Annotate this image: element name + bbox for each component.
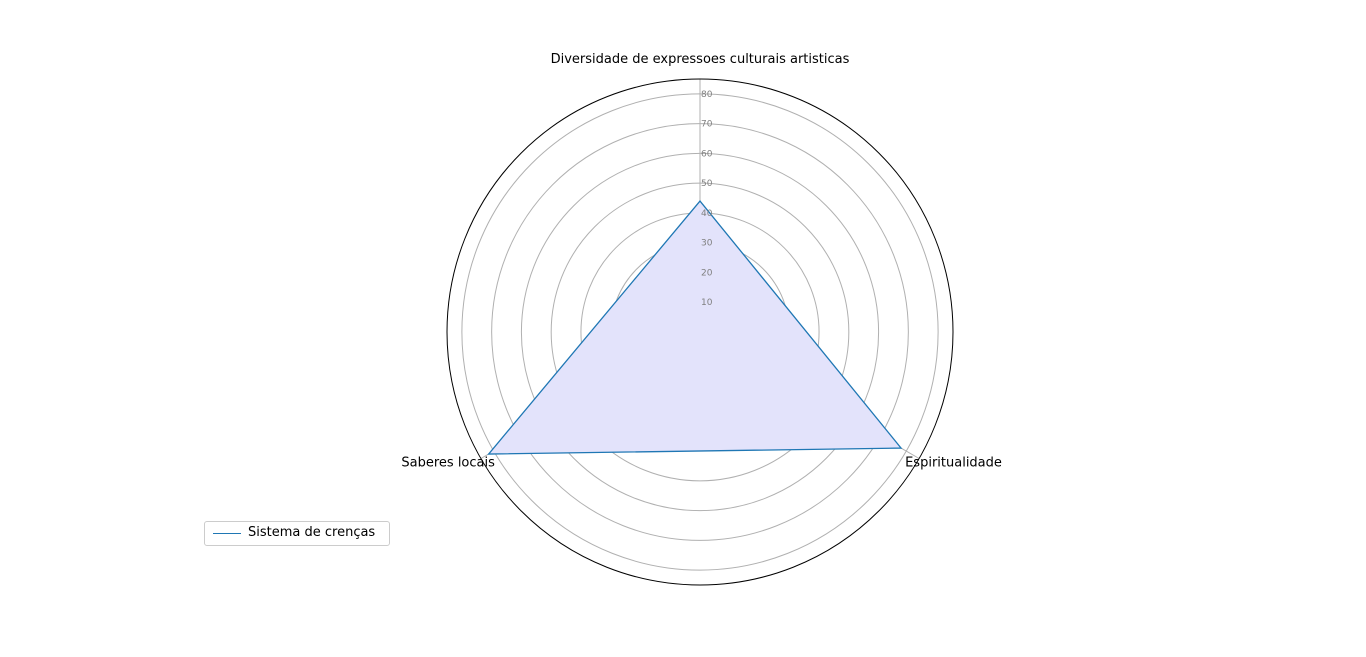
r-tick-label: 50 <box>701 179 713 189</box>
r-tick-label: 60 <box>701 149 713 159</box>
legend: Sistema de crenças <box>204 521 390 546</box>
legend-line-swatch <box>213 533 241 534</box>
chart-title: Diversidade de expressoes culturais arti… <box>551 52 850 67</box>
polar-frame <box>446 78 954 586</box>
series-fill-area <box>488 201 902 455</box>
axis-label-layer: Espiritualidade Saberes locais <box>401 456 1002 471</box>
r-tick-label: 40 <box>701 209 713 219</box>
category-label: Saberes locais <box>401 456 495 471</box>
r-tick-label: 70 <box>701 120 713 130</box>
r-tick-label: 30 <box>701 239 713 249</box>
tick-label-layer: 10 20 30 40 50 60 70 80 <box>701 90 713 308</box>
r-tick-label: 80 <box>701 90 713 100</box>
series-line <box>487 200 903 455</box>
r-tick-label: 10 <box>701 298 713 308</box>
data-layer <box>487 200 903 455</box>
r-tick-label: 20 <box>701 268 713 278</box>
category-label: Espiritualidade <box>905 456 1002 471</box>
legend-label: Sistema de crenças <box>248 525 376 540</box>
